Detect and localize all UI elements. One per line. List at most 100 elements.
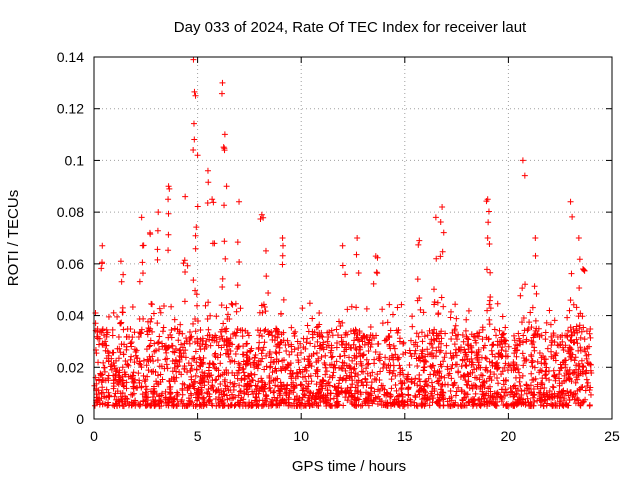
data-point bbox=[182, 193, 189, 200]
plot-frame bbox=[93, 56, 613, 420]
data-point bbox=[578, 357, 585, 364]
data-point bbox=[131, 359, 138, 366]
data-point bbox=[407, 337, 414, 344]
data-point bbox=[417, 357, 424, 364]
data-point bbox=[587, 361, 594, 368]
data-point bbox=[499, 344, 506, 351]
data-point bbox=[200, 337, 207, 344]
data-point bbox=[165, 334, 172, 341]
data-point bbox=[146, 343, 153, 350]
data-point bbox=[243, 389, 250, 396]
data-point bbox=[162, 342, 169, 349]
data-point bbox=[236, 258, 243, 265]
data-point bbox=[118, 319, 125, 326]
data-point bbox=[567, 337, 574, 344]
data-point bbox=[235, 344, 242, 351]
data-point bbox=[251, 371, 258, 378]
data-point bbox=[523, 381, 530, 388]
data-point bbox=[212, 377, 219, 384]
data-point bbox=[520, 314, 527, 321]
data-point bbox=[508, 388, 515, 395]
data-point bbox=[120, 271, 127, 278]
data-point bbox=[327, 396, 334, 403]
data-point bbox=[105, 377, 112, 384]
data-point bbox=[463, 391, 470, 398]
data-point bbox=[515, 369, 522, 376]
data-point bbox=[290, 379, 297, 386]
data-point bbox=[205, 370, 212, 377]
data-point bbox=[483, 266, 490, 273]
data-point bbox=[239, 333, 246, 340]
data-point bbox=[567, 198, 574, 205]
data-point bbox=[567, 346, 574, 353]
data-point bbox=[211, 240, 218, 247]
data-point bbox=[348, 369, 355, 376]
data-point bbox=[295, 357, 302, 364]
data-point bbox=[129, 334, 136, 341]
data-point bbox=[224, 316, 231, 323]
data-point bbox=[194, 203, 201, 210]
data-point bbox=[452, 332, 459, 339]
data-point bbox=[487, 305, 494, 312]
data-point bbox=[465, 307, 472, 314]
data-point bbox=[193, 359, 200, 366]
data-point bbox=[533, 290, 540, 297]
data-point bbox=[374, 270, 381, 277]
data-point bbox=[272, 376, 279, 383]
data-point bbox=[234, 399, 241, 406]
data-point bbox=[99, 389, 106, 396]
data-point bbox=[329, 374, 336, 381]
data-point bbox=[303, 339, 310, 346]
y-tick-label: 0.12 bbox=[57, 101, 84, 117]
data-point bbox=[208, 385, 215, 392]
data-point bbox=[290, 389, 297, 396]
data-point bbox=[559, 388, 566, 395]
data-point bbox=[392, 351, 399, 358]
data-point bbox=[451, 380, 458, 387]
data-point bbox=[513, 341, 520, 348]
data-point bbox=[162, 388, 169, 395]
data-point bbox=[517, 383, 524, 390]
data-point bbox=[377, 398, 384, 405]
data-point bbox=[301, 391, 308, 398]
data-point bbox=[483, 355, 490, 362]
data-point bbox=[396, 335, 403, 342]
data-point bbox=[100, 332, 107, 339]
data-point bbox=[451, 401, 458, 408]
data-point bbox=[365, 348, 372, 355]
data-point bbox=[584, 345, 591, 352]
data-point bbox=[115, 334, 122, 341]
data-point bbox=[543, 319, 550, 326]
data-point bbox=[373, 269, 380, 276]
data-point bbox=[235, 367, 242, 374]
data-point bbox=[573, 323, 580, 330]
data-point bbox=[217, 372, 224, 379]
data-point bbox=[494, 359, 501, 366]
data-point bbox=[416, 391, 423, 398]
data-point bbox=[511, 332, 518, 339]
data-point bbox=[138, 326, 145, 333]
data-point bbox=[438, 328, 445, 335]
data-point bbox=[292, 328, 299, 335]
data-point bbox=[192, 378, 199, 385]
data-point bbox=[143, 394, 150, 401]
data-point bbox=[487, 388, 494, 395]
data-point bbox=[278, 310, 285, 317]
data-point bbox=[438, 294, 445, 301]
data-point bbox=[577, 334, 584, 341]
data-point bbox=[478, 372, 485, 379]
data-point bbox=[115, 355, 122, 362]
data-point bbox=[365, 339, 372, 346]
data-point bbox=[176, 357, 183, 363]
data-point bbox=[116, 369, 123, 376]
data-point bbox=[286, 391, 293, 398]
data-point bbox=[118, 278, 125, 285]
data-point bbox=[200, 395, 207, 402]
data-point bbox=[385, 333, 392, 340]
data-point bbox=[99, 384, 106, 391]
data-point bbox=[416, 237, 423, 244]
data-point bbox=[479, 336, 486, 343]
data-point bbox=[394, 329, 401, 336]
data-point bbox=[310, 350, 317, 357]
data-point bbox=[390, 356, 397, 363]
